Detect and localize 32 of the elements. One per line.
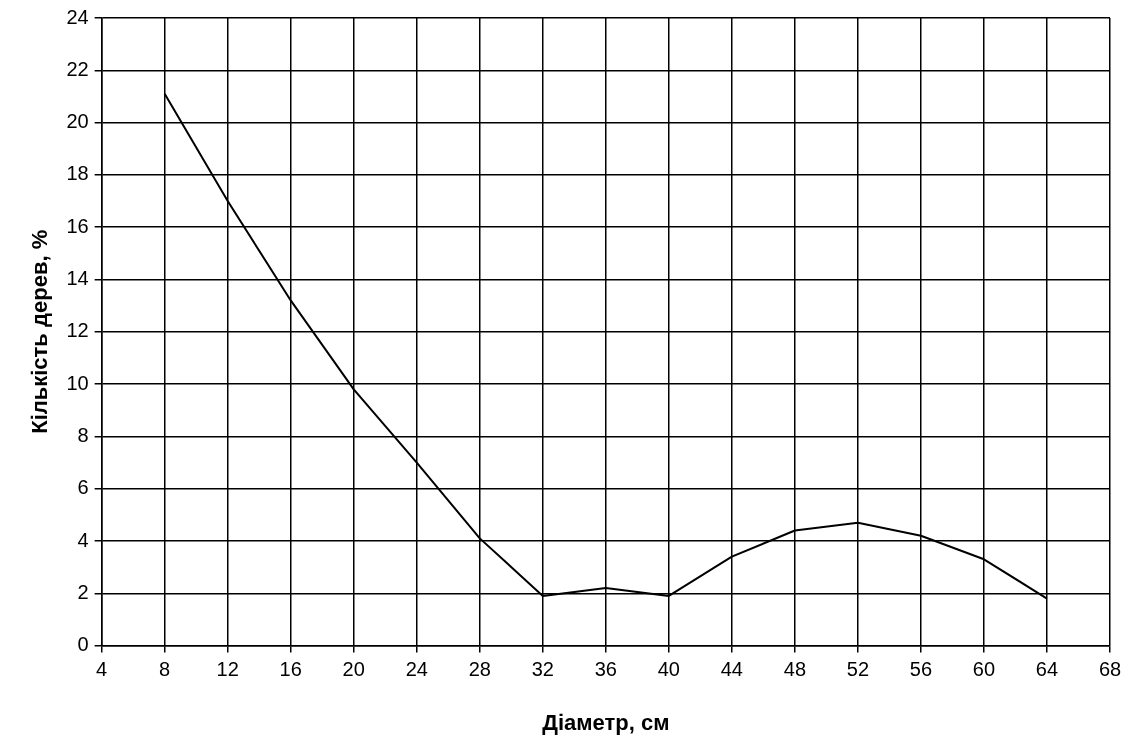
x-tick-label: 32 [531, 658, 554, 681]
x-tick-label: 68 [1098, 658, 1122, 681]
x-tick-label: 60 [972, 658, 996, 681]
x-tick-label: 44 [720, 658, 743, 681]
y-tick-label: 0 [77, 633, 89, 656]
y-tick-label: 20 [66, 110, 89, 133]
y-tick-label: 24 [66, 5, 89, 28]
x-tick-label: 20 [342, 658, 365, 681]
x-tick-label: 28 [468, 658, 491, 681]
x-tick-label: 64 [1035, 658, 1059, 681]
x-tick-label: 56 [909, 658, 933, 681]
y-tick-label: 6 [77, 476, 89, 499]
y-tick-label: 10 [66, 371, 89, 394]
y-tick-label: 18 [66, 162, 89, 185]
y-axis-title: Кількість дерев, % [27, 229, 53, 434]
y-tick-label: 22 [66, 57, 89, 80]
x-tick-label: 48 [783, 658, 807, 681]
y-tick-label: 12 [66, 319, 89, 342]
y-tick-label: 16 [66, 214, 89, 237]
x-tick-label: 24 [405, 658, 428, 681]
x-tick-label: 12 [216, 658, 239, 681]
y-tick-label: 14 [66, 267, 89, 290]
x-tick-label: 40 [657, 658, 680, 681]
x-tick-label: 4 [96, 658, 108, 681]
x-axis-title: Діаметр, см [542, 709, 670, 735]
y-tick-label: 8 [77, 423, 89, 446]
y-tick-label: 2 [77, 580, 89, 603]
x-tick-label: 16 [279, 658, 302, 681]
x-tick-label: 52 [846, 658, 870, 681]
y-tick-label: 4 [77, 528, 89, 551]
x-tick-label: 8 [159, 658, 171, 681]
x-tick-label: 36 [594, 658, 617, 681]
